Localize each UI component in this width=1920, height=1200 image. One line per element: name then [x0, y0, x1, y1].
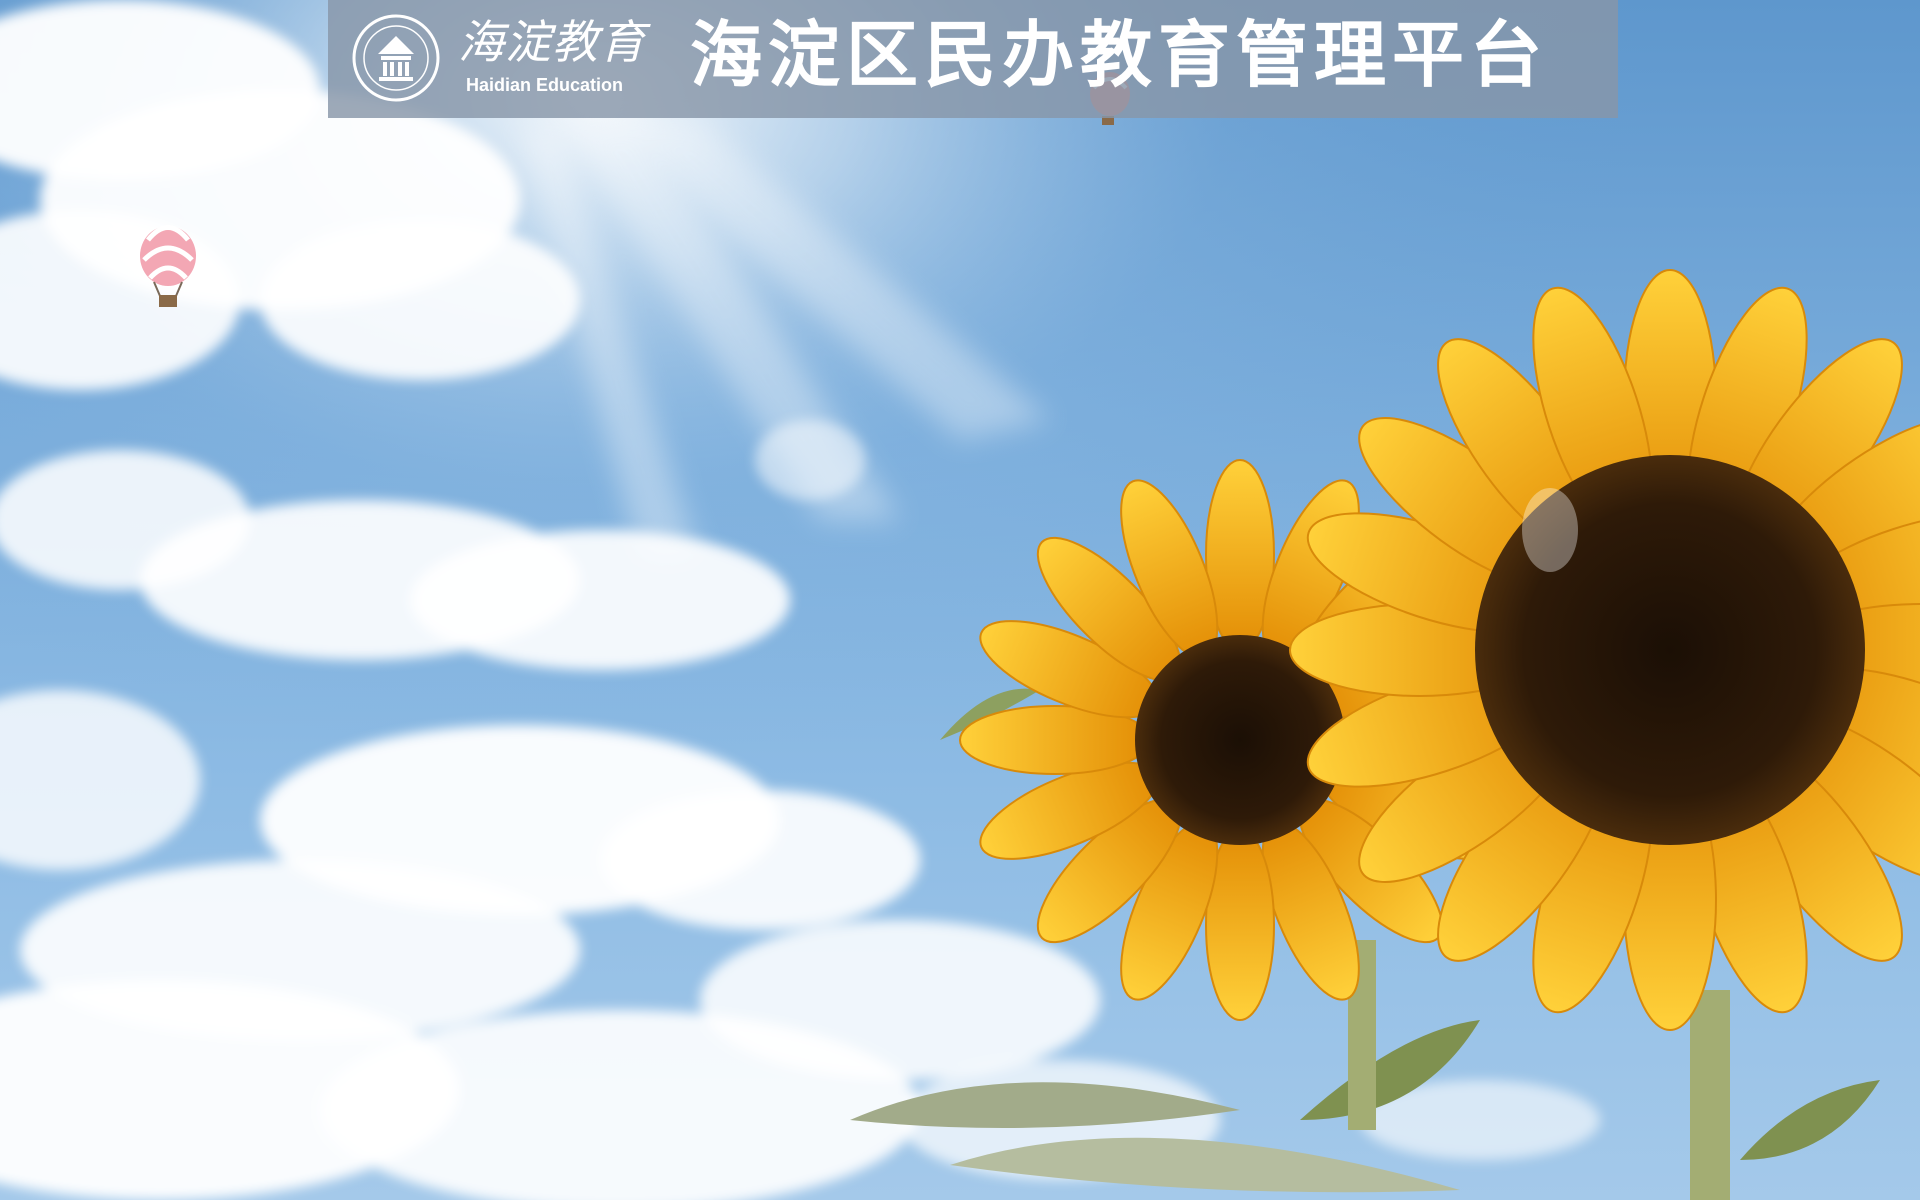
- logo-wordmark: 海淀教育: [458, 15, 646, 69]
- hot-air-balloon-left: [140, 225, 196, 307]
- sun-rays: [520, 120, 1050, 560]
- sunflower-leaves: [850, 574, 1880, 1193]
- sunflower-large: [1289, 269, 1920, 1031]
- sunflower-stems: [1348, 940, 1730, 1200]
- page-title: 海淀区民办教育管理平台: [690, 13, 1549, 97]
- clouds: [0, 0, 1600, 1200]
- header-bar: 海淀教育 Haidian Education 海淀区民办教育管理平台: [328, 0, 1618, 118]
- haidian-education-emblem-icon: [352, 14, 440, 102]
- logo-english-name: Haidian Education: [466, 75, 624, 95]
